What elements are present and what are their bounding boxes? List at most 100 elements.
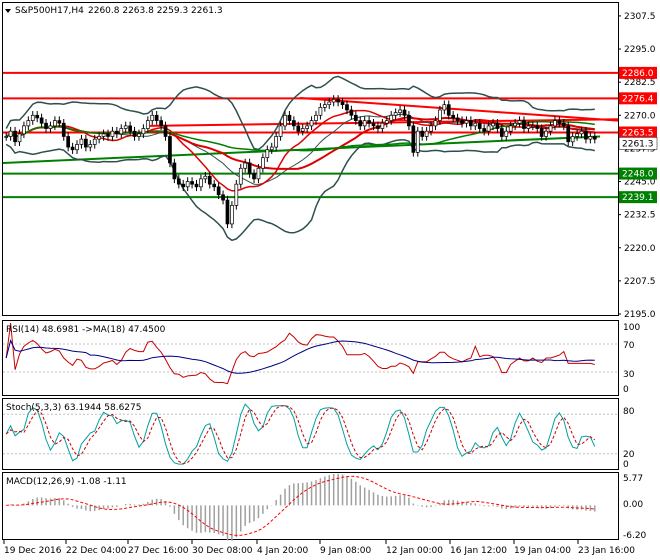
time-tick-label: 12 Jan 00:00 bbox=[386, 546, 443, 556]
time-tick-label: 30 Dec 08:00 bbox=[192, 546, 253, 556]
candle-body bbox=[486, 125, 491, 132]
candle-body bbox=[176, 178, 181, 185]
candle-body bbox=[469, 120, 473, 127]
time-tick-label: 23 Jan 16:00 bbox=[578, 546, 635, 556]
candle-body bbox=[4, 136, 9, 138]
stochastic-panel[interactable] bbox=[2, 398, 619, 470]
stoch-tick: 20 bbox=[623, 450, 635, 460]
candle-body bbox=[544, 130, 548, 137]
candle-body bbox=[362, 120, 367, 127]
candle-body bbox=[389, 114, 394, 121]
candle-body bbox=[61, 122, 66, 137]
level-tag-label: 2263.5 bbox=[622, 129, 654, 139]
candle-body bbox=[26, 120, 31, 127]
candle-body bbox=[114, 130, 119, 135]
candle-body bbox=[513, 122, 517, 127]
candle-body bbox=[305, 125, 309, 129]
price-tick-label: 2232.5 bbox=[624, 211, 656, 221]
candle-body bbox=[238, 167, 243, 185]
candle-body bbox=[292, 120, 296, 127]
candle-body bbox=[345, 104, 349, 111]
candle-body bbox=[13, 130, 17, 143]
price-tick-label: 2282.5 bbox=[624, 78, 656, 88]
candle-body bbox=[269, 146, 274, 151]
rsi-tick: 100 bbox=[623, 323, 640, 333]
candle-body bbox=[415, 130, 420, 153]
macd-label: MACD(12,26,9) -1.08 -1.11 bbox=[6, 477, 127, 487]
candle-body bbox=[185, 181, 190, 188]
candle-body bbox=[123, 125, 128, 129]
candle-body bbox=[256, 167, 261, 180]
rsi-label: RSI(14) 48.6981 ->MA(18) 47.4500 bbox=[6, 325, 166, 335]
candle-body bbox=[30, 114, 35, 121]
candle-body bbox=[504, 130, 509, 137]
rsi-tick: 30 bbox=[623, 370, 635, 380]
candle-body bbox=[393, 112, 398, 116]
time-tick-label: 22 Dec 04:00 bbox=[66, 546, 127, 556]
candle-body bbox=[376, 125, 380, 129]
level-tag-bg bbox=[619, 191, 657, 204]
candle-body bbox=[296, 125, 301, 132]
candle-body bbox=[424, 130, 429, 137]
level-tag-bg bbox=[619, 66, 657, 79]
candle-body bbox=[57, 120, 62, 124]
candle-body bbox=[234, 183, 239, 206]
rsi-tick: 70 bbox=[623, 341, 635, 351]
candle-body bbox=[216, 186, 221, 196]
macd-tick: -6.20 bbox=[623, 531, 647, 541]
candle-body bbox=[482, 128, 487, 132]
candle-body bbox=[561, 122, 566, 127]
candle-body bbox=[433, 120, 438, 127]
candle-body bbox=[119, 128, 124, 135]
bollinger-lower bbox=[5, 139, 595, 242]
candle-body bbox=[508, 125, 513, 132]
dropdown-triangle-icon[interactable] bbox=[5, 9, 11, 13]
candle-body bbox=[128, 125, 132, 132]
candle-body bbox=[8, 130, 13, 137]
candle-body bbox=[592, 136, 597, 140]
candle-body bbox=[451, 114, 456, 119]
rsi-panel[interactable] bbox=[2, 320, 619, 396]
candle-body bbox=[44, 122, 48, 129]
candlesticks bbox=[4, 95, 597, 229]
candle-body bbox=[300, 128, 305, 132]
level-tag-bg bbox=[619, 167, 657, 180]
candle-body bbox=[283, 114, 287, 127]
candle-body bbox=[252, 173, 256, 180]
stoch-tick: 80 bbox=[623, 407, 635, 417]
candle-body bbox=[154, 114, 159, 121]
candle-body bbox=[420, 130, 425, 137]
candle-body bbox=[455, 117, 460, 121]
candle-body bbox=[380, 122, 385, 129]
candle-body bbox=[588, 136, 593, 140]
candle-body bbox=[101, 133, 106, 137]
candle-body bbox=[66, 136, 71, 148]
rsi-lines bbox=[3, 322, 618, 385]
candle-body bbox=[132, 130, 137, 137]
candle-body bbox=[17, 133, 22, 143]
bollinger-upper bbox=[5, 75, 595, 151]
candle-body bbox=[225, 199, 230, 225]
candle-body bbox=[495, 122, 500, 129]
price-axis: 2307.52295.02282.52270.02257.52245.02232… bbox=[618, 12, 656, 320]
candle-body bbox=[261, 157, 265, 169]
candle-body bbox=[522, 120, 526, 129]
price-tick-label: 2245.0 bbox=[624, 178, 656, 188]
level-tags: 2286.0 2276.4 2263.5 2248.0 2239.1 2261.3 bbox=[618, 66, 658, 204]
candle-body bbox=[460, 120, 464, 124]
rsi-ma-line bbox=[5, 339, 595, 374]
candle-body bbox=[199, 178, 203, 188]
candle-body bbox=[137, 133, 141, 137]
level-tag-bg bbox=[619, 126, 657, 139]
stoch-label: Stoch(5,3,3) 63.1944 58.6275 bbox=[6, 403, 141, 413]
candle-body bbox=[411, 125, 416, 153]
candle-body bbox=[500, 128, 504, 137]
candle-body bbox=[438, 109, 442, 121]
candle-body bbox=[39, 117, 44, 124]
candle-body bbox=[309, 120, 314, 127]
price-tick-label: 2295.0 bbox=[624, 45, 656, 55]
support-trend-line bbox=[2, 135, 601, 164]
stoch-tick: 0 bbox=[623, 460, 629, 470]
level-tag-label: 2286.0 bbox=[622, 69, 654, 79]
